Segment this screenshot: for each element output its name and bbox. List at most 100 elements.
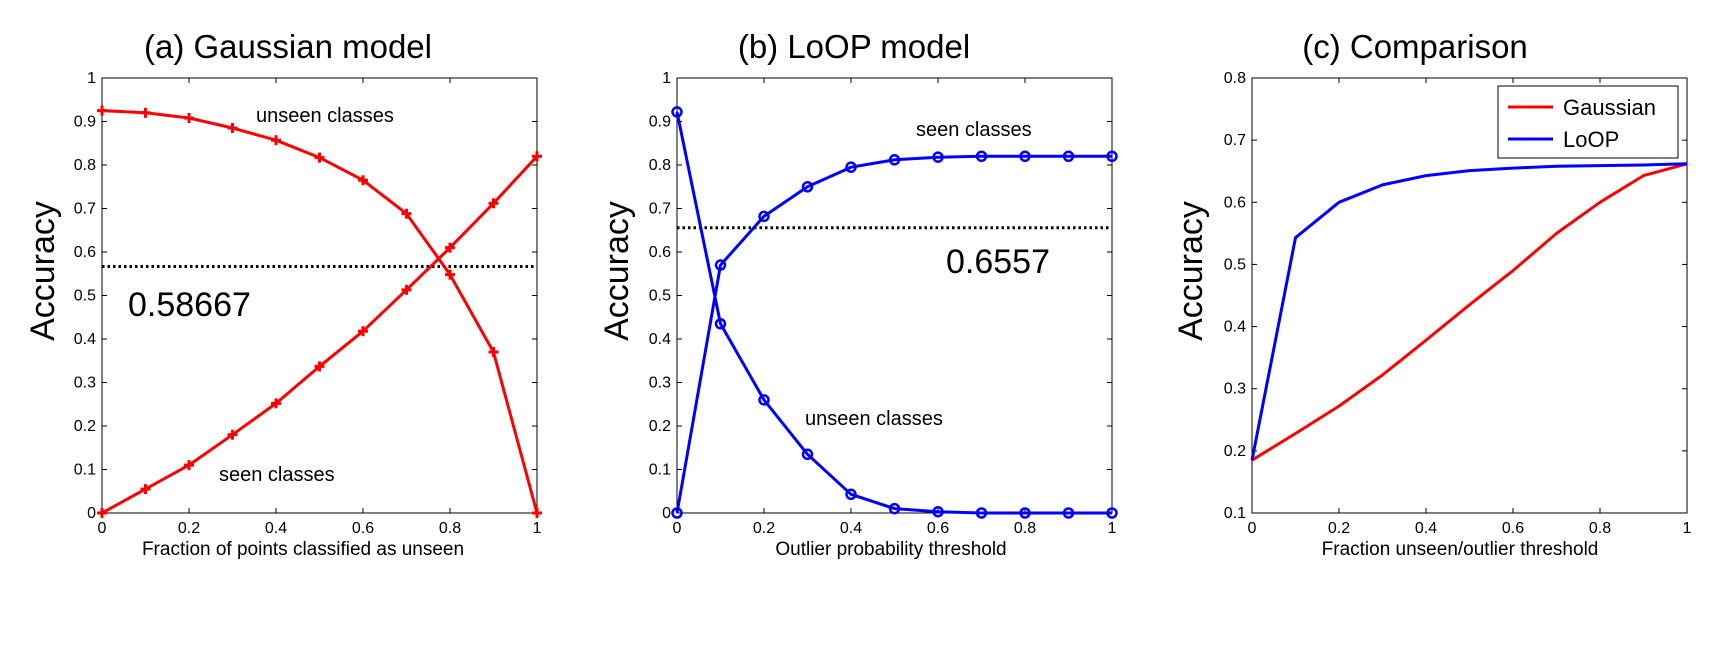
panel-b-series-1-point: [932, 505, 944, 518]
panel-b-series-1-point: [975, 507, 988, 519]
panel-b-ytick-label: 0.8: [649, 157, 671, 174]
panel-a-ytick-label: 0.6: [74, 244, 96, 261]
panel-a-xtick-label: 0.4: [265, 520, 287, 537]
panel-b-series-0-point: [1019, 150, 1031, 163]
panel-c-title: (c) Comparison: [1302, 28, 1528, 65]
panel-a-title: (a) Gaussian model: [144, 28, 432, 65]
panel-b-ytick-label: 0: [662, 505, 671, 522]
legend-label-gaussian: Gaussian: [1563, 95, 1656, 120]
panel-b-xtick-label: 0.8: [1014, 520, 1036, 537]
panel-a-series-1-point: [488, 198, 499, 209]
panel-a-xtick-label: 1: [533, 520, 542, 537]
panel-c-series-1-line: [1250, 162, 1688, 461]
panel-a-series-0-point: [140, 107, 151, 118]
panel-b-xtick-label: 0.6: [927, 520, 949, 537]
legend-label-loop: LoOP: [1563, 127, 1619, 152]
panel-a-xtick-label: 0: [98, 520, 107, 537]
panel-c-ytick-label: 0.4: [1224, 319, 1246, 336]
panel-b-xtick-label: 0.4: [840, 520, 862, 537]
panel-b-series-0-point: [671, 507, 683, 519]
panel-b-xlabel: Outlier probability threshold: [775, 539, 1006, 560]
panel-a-ylabel: Accuracy: [24, 201, 62, 341]
panel-c-xtick-label: 0.8: [1589, 520, 1611, 537]
panel-a-series-1-point: [401, 284, 412, 295]
panel-c-ytick-label: 0.6: [1224, 194, 1246, 211]
panel-c-xlabel: Fraction unseen/outlier threshold: [1322, 539, 1599, 560]
panel-b-ytick-label: 0.4: [649, 331, 671, 348]
panel-c-ytick-label: 0.8: [1224, 70, 1246, 87]
panel-a-gaussian: (a) Gaussian model Accuracy Fraction of …: [24, 28, 542, 560]
panel-a-xlabel: Fraction of points classified as unseen: [142, 539, 464, 560]
panel-b-axes-box: [676, 77, 1113, 514]
panel-b-xtick-label: 0: [673, 520, 682, 537]
panel-a-ytick-label: 0.3: [74, 375, 96, 392]
panel-b-series-0-point: [1062, 150, 1075, 163]
panel-c-series-0-line: [1251, 162, 1688, 462]
panel-b-loop: (b) LoOP model Accuracy Outlier probabil…: [598, 28, 1118, 560]
panel-a-xtick-label: 0.8: [439, 520, 461, 537]
panel-b-series-0-point: [888, 154, 901, 166]
panel-b-series-1-point: [888, 502, 901, 515]
panel-c-ytick-label: 0.7: [1224, 132, 1246, 149]
panel-a-ytick-label: 0.7: [74, 201, 96, 218]
panel-b-ylabel: Accuracy: [598, 201, 636, 341]
panel-b-ytick-label: 0.5: [649, 288, 671, 305]
panel-a-series-1-point: [227, 429, 238, 440]
panel-a-series-0-point: [184, 113, 194, 124]
panel-a-series-1-point: [184, 460, 194, 471]
panel-b-series-0-point: [975, 150, 988, 163]
panel-b-series-1-point: [1062, 507, 1075, 519]
panel-a-series-0-point: [445, 269, 455, 280]
panel-c-xtick-label: 0.2: [1328, 520, 1350, 537]
panel-c-ytick-label: 0.2: [1224, 443, 1246, 460]
panel-b-series-1-point: [758, 394, 770, 406]
panel-a-series-0-point: [227, 123, 238, 134]
panel-b-threshold-value: 0.6557: [946, 243, 1050, 281]
panel-b-series-1-point: [714, 318, 727, 330]
panel-b-series-0-point: [932, 151, 944, 163]
panel-b-series-0-point: [714, 259, 727, 271]
panel-b-ytick-label: 1: [662, 70, 671, 87]
panel-a-series-1-point: [445, 242, 455, 253]
panel-c-ytick-label: 0.1: [1224, 505, 1246, 522]
panel-a-ytick-label: 0.5: [74, 288, 96, 305]
panel-b-annotation-unseen: unseen classes: [805, 408, 943, 430]
panel-a-series-1-point: [314, 361, 325, 372]
panel-b-ytick-label: 0.6: [649, 244, 671, 261]
panel-a-series-0-point: [401, 208, 412, 219]
panel-a-annotation-unseen: unseen classes: [256, 105, 394, 127]
panel-c-xtick-label: 0.4: [1415, 520, 1437, 537]
panel-b-series-1-point: [1106, 507, 1118, 519]
panel-b-xtick-label: 1: [1108, 520, 1117, 537]
panel-c-xtick-label: 0: [1248, 520, 1257, 537]
panel-a-series-1-line: [101, 155, 539, 515]
panel-a-ytick-label: 1: [87, 70, 96, 87]
panel-a-series-0-point: [314, 152, 325, 163]
panel-b-ytick-label: 0.2: [649, 418, 671, 435]
panel-a-threshold-value: 0.58667: [128, 286, 251, 324]
panel-b-series-0-point: [1106, 150, 1118, 163]
panel-a-series-1-point: [97, 508, 107, 518]
panel-b-series-1-point: [845, 488, 857, 501]
panel-a-series-0-point: [358, 175, 368, 186]
panel-b-series-1-point: [801, 448, 814, 461]
panel-a-series-1-point: [140, 484, 151, 495]
panel-a-series-0-point: [532, 508, 542, 518]
panel-a-ytick-label: 0.4: [74, 331, 96, 348]
panel-a-series-0-point: [97, 105, 107, 116]
panel-a-ytick-label: 0.9: [74, 114, 96, 131]
panel-a-series-0-point: [488, 347, 499, 358]
panel-b-series-1-point: [1019, 507, 1031, 519]
panel-a-xtick-label: 0.2: [178, 520, 200, 537]
panel-b-xtick-label: 0.2: [753, 520, 775, 537]
panel-a-xtick-label: 0.6: [352, 520, 374, 537]
panel-b-series-0-line: [675, 154, 1112, 514]
panel-c-ytick-label: 0.5: [1224, 256, 1246, 273]
panel-c-legend: Gaussian LoOP: [1497, 85, 1679, 159]
panel-c-ytick-label: 0.3: [1224, 381, 1246, 398]
panel-c-xtick-label: 1: [1683, 520, 1692, 537]
panel-a-series-1-point: [532, 151, 542, 162]
panel-b-series-1-line: [675, 111, 1112, 515]
panel-b-series-0-point: [801, 181, 814, 193]
panel-b-ytick-label: 0.7: [649, 201, 671, 218]
